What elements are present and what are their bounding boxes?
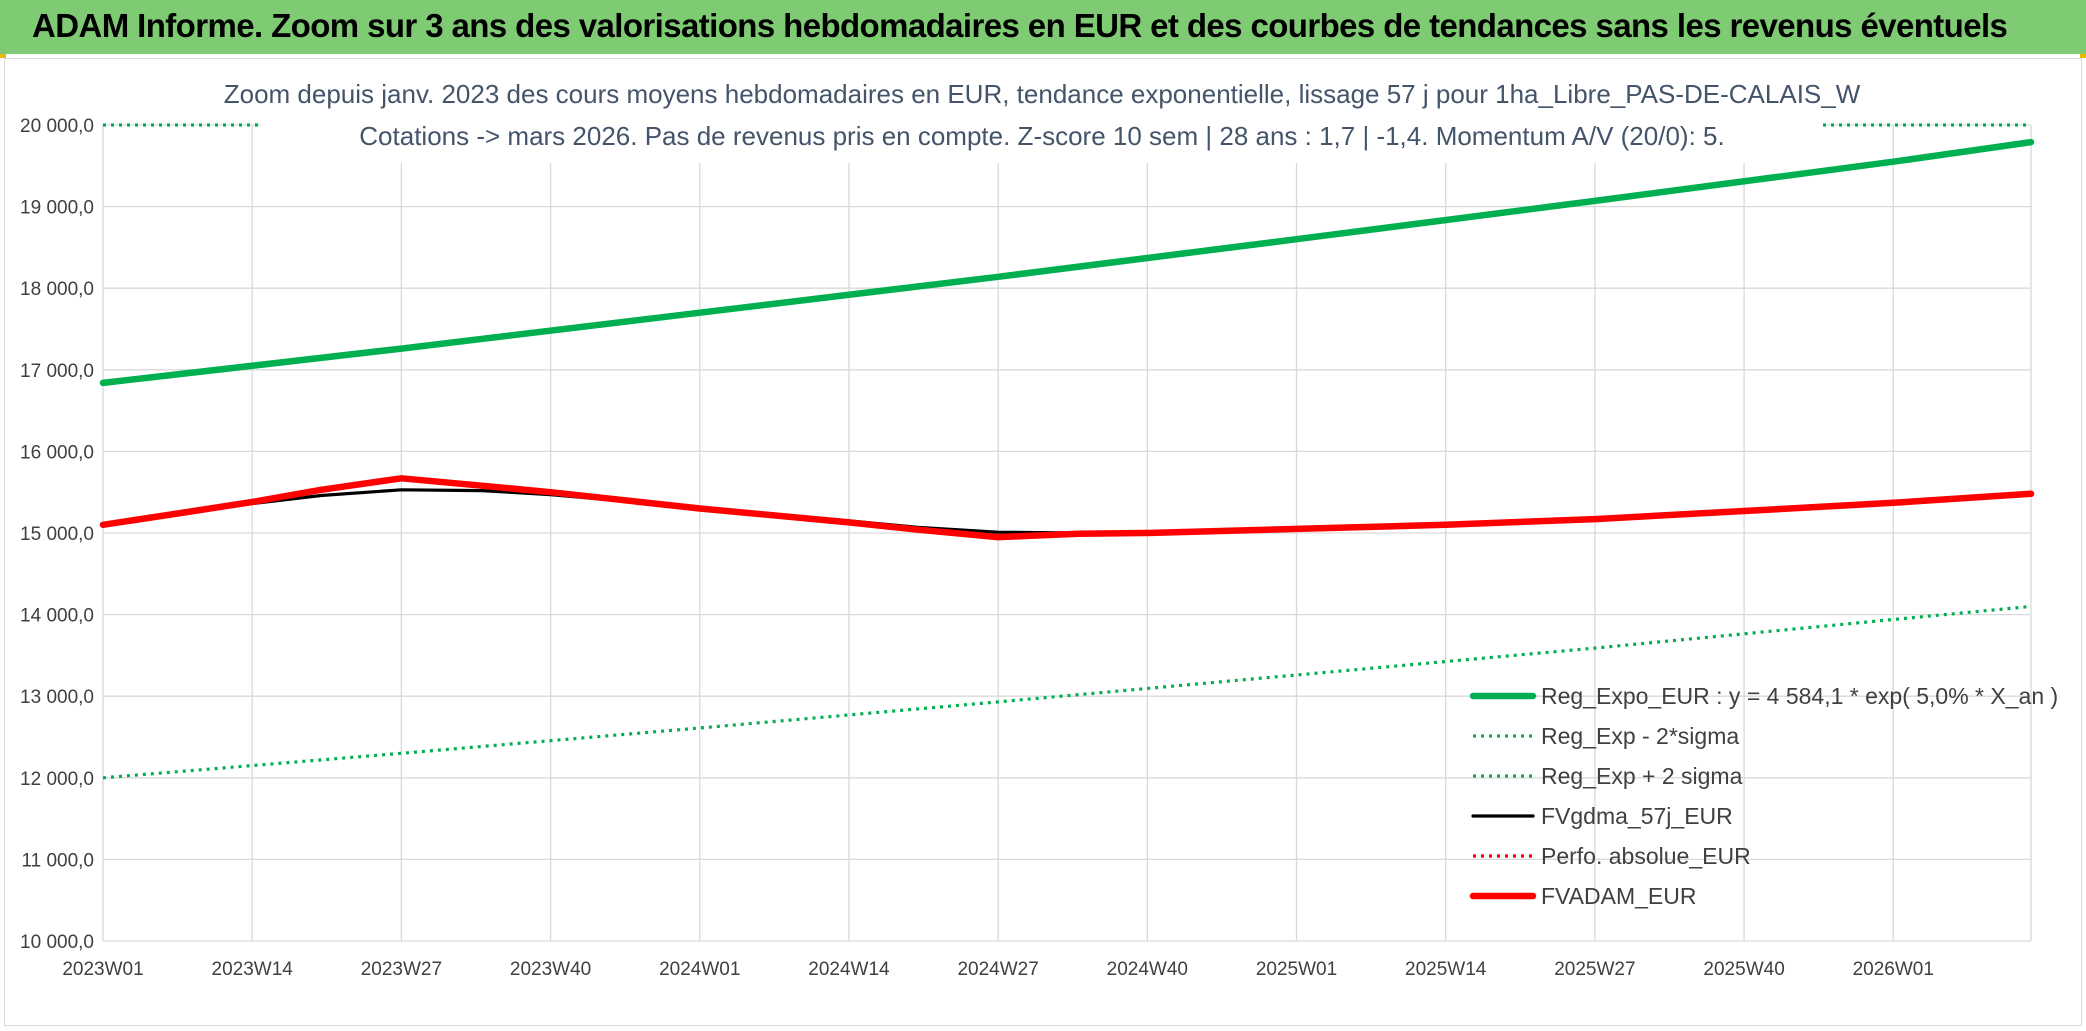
y-tick-label: 12 000,0 <box>20 769 94 790</box>
legend-label: Perfo. absolue_EUR <box>1541 843 1751 869</box>
x-tick-label: 2024W14 <box>808 959 890 980</box>
series-line <box>99 138 2035 387</box>
x-tick-label: 2025W01 <box>1256 959 1337 980</box>
corner-marker-left <box>0 54 6 58</box>
x-tick-label: 2025W27 <box>1554 959 1635 980</box>
legend-label: Reg_Exp + 2 sigma <box>1541 763 1743 789</box>
y-tick-label: 20 000,0 <box>20 116 94 137</box>
y-tick-label: 16 000,0 <box>20 442 94 463</box>
chart-title: Zoom depuis janv. 2023 des cours moyens … <box>224 79 1861 109</box>
y-tick-label: 10 000,0 <box>20 932 94 953</box>
y-tick-label: 13 000,0 <box>20 687 94 708</box>
x-tick-label: 2024W40 <box>1107 959 1188 980</box>
legend-label: Reg_Expo_EUR : y = 4 584,1 * exp( 5,0% *… <box>1541 683 2058 709</box>
x-tick-label: 2025W40 <box>1703 959 1784 980</box>
report-title: ADAM Informe. Zoom sur 3 ans des valoris… <box>32 7 2008 44</box>
line-chart: 10 000,0 11 000,0 12 000,0 13 000,0 14 000,0… <box>20 63 2058 980</box>
x-tick-label: 2026W01 <box>1853 959 1934 980</box>
x-tick-label: 2023W27 <box>361 959 442 980</box>
report-banner: ADAM Informe. Zoom sur 3 ans des valoris… <box>0 0 2086 57</box>
y-tick-label: 17 000,0 <box>20 361 94 382</box>
series-line <box>99 475 2035 541</box>
y-tick-label: 18 000,0 <box>20 279 94 300</box>
y-tick-label: 11 000,0 <box>21 850 94 871</box>
series-line <box>102 604 2032 780</box>
x-tick-label: 2023W14 <box>212 959 294 980</box>
y-tick-label: 19 000,0 <box>20 198 94 219</box>
chart-subtitle: Cotations -> mars 2026. Pas de revenus p… <box>359 121 1724 151</box>
legend-label: Reg_Exp - 2*sigma <box>1541 723 1739 749</box>
chart-area: 10 000,0 11 000,0 12 000,0 13 000,0 14 000,0… <box>4 58 2082 1026</box>
x-tick-label: 2025W14 <box>1405 959 1487 980</box>
y-tick-label: 15 000,0 <box>20 524 94 545</box>
legend-label: FVADAM_EUR <box>1541 883 1697 909</box>
x-tick-label: 2024W27 <box>957 959 1038 980</box>
x-tick-label: 2023W40 <box>510 959 591 980</box>
title-background <box>261 63 1823 163</box>
legend-label: FVgdma_57j_EUR <box>1541 803 1733 829</box>
x-tick-label: 2023W01 <box>62 959 143 980</box>
y-tick-label: 14 000,0 <box>20 606 94 627</box>
corner-marker-right <box>2080 54 2086 58</box>
x-tick-label: 2024W01 <box>659 959 740 980</box>
